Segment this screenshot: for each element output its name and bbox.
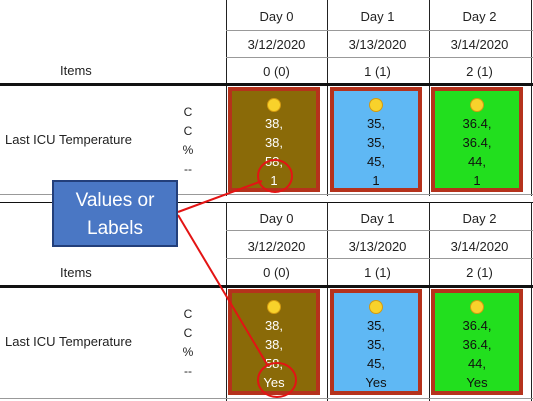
cell-value: 38,	[264, 337, 284, 352]
day-header-2: Day 2 3/14/2020 2 (1)	[429, 202, 530, 285]
callout-box: Values or Labels	[52, 180, 178, 247]
day-label: Day 1	[360, 9, 395, 24]
cell-value: 35,	[366, 318, 386, 333]
items-label: Items	[60, 63, 92, 78]
day-label: Day 2	[462, 211, 497, 226]
column-divider	[327, 202, 328, 401]
header-bottom-border	[0, 83, 533, 86]
day-count: 1 (1)	[364, 64, 391, 79]
day-header-0: Day 0 3/12/2020 0 (0)	[226, 202, 327, 285]
row-divider	[0, 398, 533, 399]
day-date: 3/13/2020	[348, 239, 407, 254]
value-cell-day-1[interactable]: 35, 35, 45, 1	[330, 87, 422, 192]
cell-value: 38,	[264, 116, 284, 131]
cell-value: 45,	[366, 154, 386, 169]
cell-value: 1	[473, 173, 481, 188]
cell-value: 45,	[366, 356, 386, 371]
cell-value: 38,	[264, 318, 284, 333]
unit-label: C	[183, 124, 193, 138]
value-cell-day-1[interactable]: 35, 35, 45, Yes	[330, 289, 422, 395]
cell-value: 36.4,	[462, 135, 492, 150]
cell-value: 1	[372, 173, 380, 188]
unit-label: C	[183, 307, 193, 321]
cell-value: Yes	[365, 375, 387, 390]
row-label: Last ICU Temperature	[5, 334, 132, 349]
units-column: C C % --	[176, 305, 200, 381]
row-divider	[226, 258, 533, 259]
unit-label: C	[183, 105, 193, 119]
cell-value: 35,	[366, 337, 386, 352]
cell-value: 36.4,	[462, 337, 492, 352]
day-count: 0 (0)	[263, 265, 290, 280]
yellow-dot-icon	[267, 98, 281, 112]
cell-value: 44,	[467, 356, 487, 371]
column-divider	[327, 0, 328, 196]
items-label: Items	[60, 265, 92, 280]
units-column: C C % --	[176, 103, 200, 179]
row-divider	[0, 194, 533, 195]
column-divider	[226, 0, 227, 196]
column-divider	[531, 202, 532, 401]
day-label: Day 2	[462, 9, 497, 24]
callout-line: Values or	[75, 190, 155, 211]
value-cell-day-0[interactable]: 38, 38, 58, 1	[228, 87, 320, 192]
grid-panel-1: Day 0 3/12/2020 0 (0) Day 1 3/13/2020 1 …	[0, 0, 533, 196]
day-label: Day 0	[259, 211, 294, 226]
row-divider	[226, 30, 533, 31]
cell-value: Yes	[263, 375, 285, 390]
row-divider	[226, 57, 533, 58]
cell-value: 44,	[467, 154, 487, 169]
column-divider	[429, 202, 430, 401]
yellow-dot-icon	[470, 98, 484, 112]
column-divider	[429, 0, 430, 196]
cell-value: 36.4,	[462, 116, 492, 131]
row-label: Last ICU Temperature	[5, 132, 132, 147]
cell-value: 58,	[264, 154, 284, 169]
yellow-dot-icon	[369, 98, 383, 112]
panel-top-border	[0, 202, 533, 203]
cell-value: 35,	[366, 135, 386, 150]
unit-label: --	[184, 162, 192, 176]
value-cell-day-2[interactable]: 36.4, 36.4, 44, 1	[431, 87, 523, 192]
day-label: Day 0	[259, 9, 294, 24]
yellow-dot-icon	[470, 300, 484, 314]
day-date: 3/14/2020	[450, 37, 509, 52]
column-divider	[531, 0, 532, 196]
unit-label: %	[182, 143, 194, 157]
unit-label: %	[182, 345, 194, 359]
day-count: 2 (1)	[466, 265, 493, 280]
day-header-0: Day 0 3/12/2020 0 (0)	[226, 0, 327, 83]
cell-value: 38,	[264, 135, 284, 150]
day-count: 1 (1)	[364, 265, 391, 280]
cell-value: Yes	[466, 375, 488, 390]
day-header-2: Day 2 3/14/2020 2 (1)	[429, 0, 530, 83]
unit-label: --	[184, 364, 192, 378]
day-count: 0 (0)	[263, 64, 290, 79]
day-count: 2 (1)	[466, 64, 493, 79]
yellow-dot-icon	[369, 300, 383, 314]
day-date: 3/12/2020	[247, 239, 306, 254]
cell-value: 58,	[264, 356, 284, 371]
cell-value: 35,	[366, 116, 386, 131]
callout-line: Labels	[87, 218, 143, 239]
yellow-dot-icon	[267, 300, 281, 314]
day-header-1: Day 1 3/13/2020 1 (1)	[327, 0, 428, 83]
cell-value: 36.4,	[462, 318, 492, 333]
day-date: 3/12/2020	[247, 37, 306, 52]
day-header-1: Day 1 3/13/2020 1 (1)	[327, 202, 428, 285]
day-label: Day 1	[360, 211, 395, 226]
value-cell-day-2[interactable]: 36.4, 36.4, 44, Yes	[431, 289, 523, 395]
header-bottom-border	[0, 285, 533, 288]
value-cell-day-0[interactable]: 38, 38, 58, Yes	[228, 289, 320, 395]
row-divider	[226, 230, 533, 231]
day-date: 3/14/2020	[450, 239, 509, 254]
day-date: 3/13/2020	[348, 37, 407, 52]
cell-value: 1	[270, 173, 278, 188]
unit-label: C	[183, 326, 193, 340]
